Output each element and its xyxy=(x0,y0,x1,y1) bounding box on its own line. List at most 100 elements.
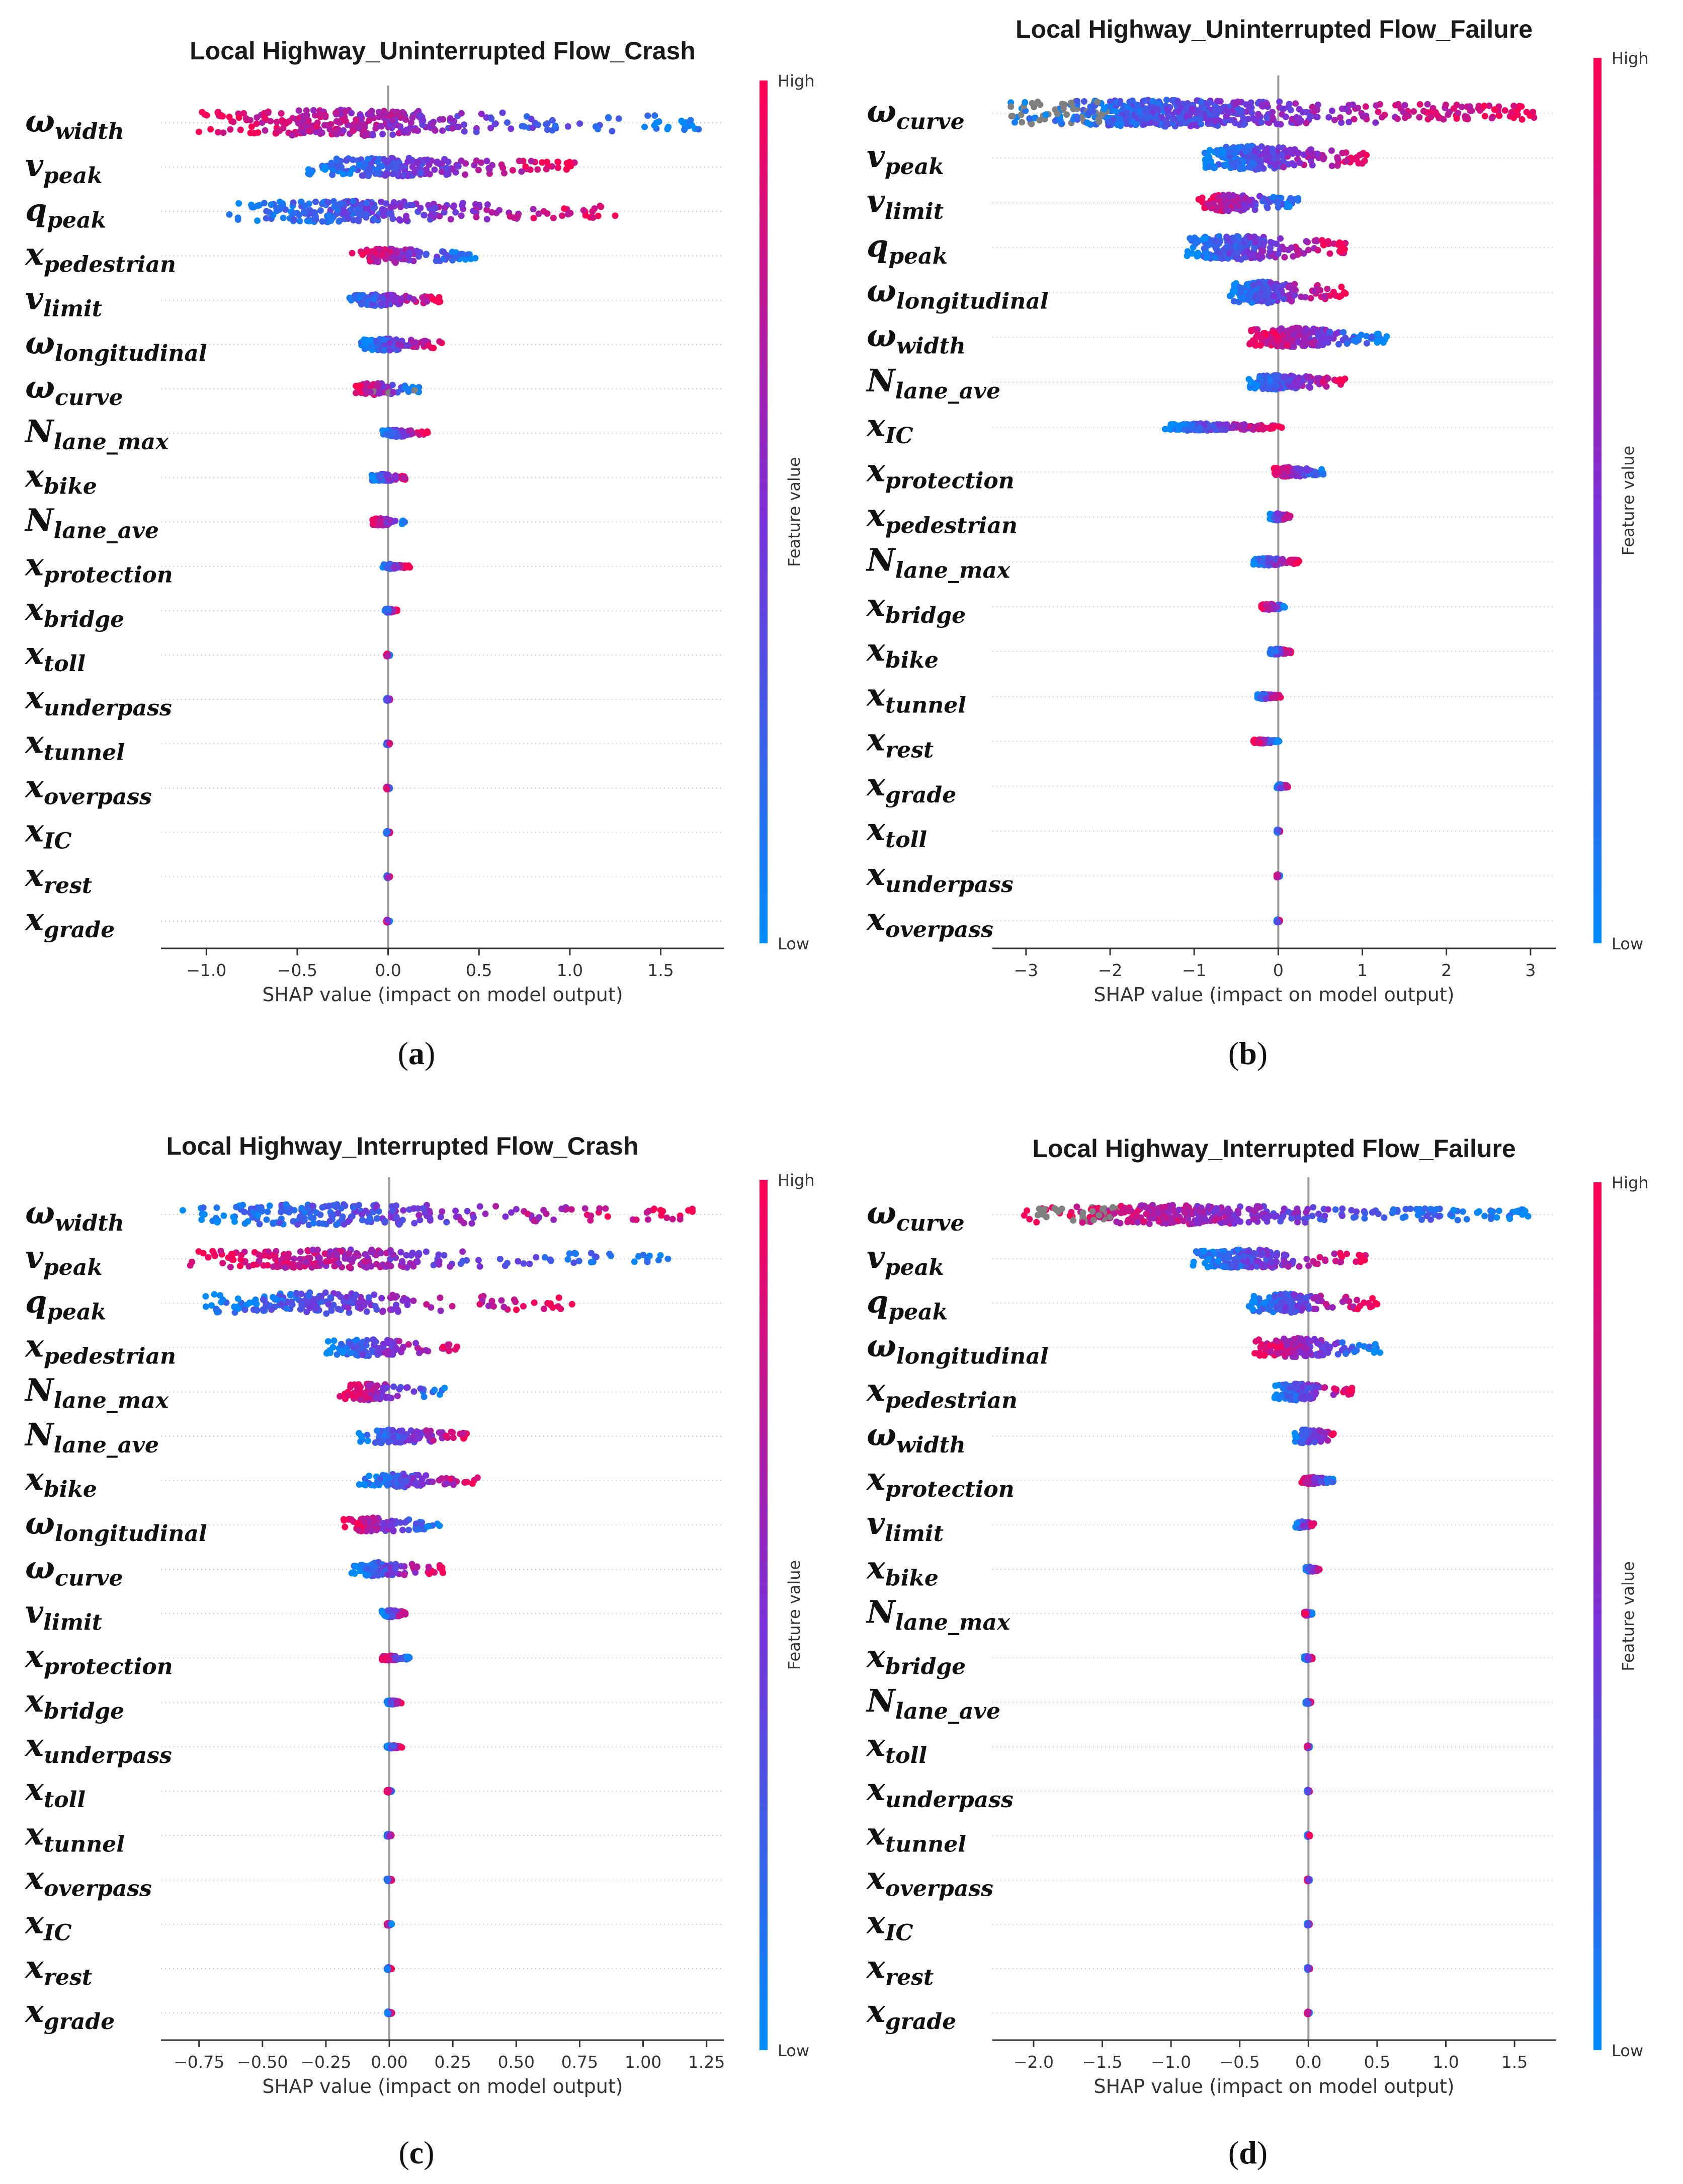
shap-point xyxy=(1481,113,1488,120)
shap-point xyxy=(369,473,376,480)
shap-point xyxy=(1235,159,1242,166)
shap-point xyxy=(1317,287,1324,294)
shap-point xyxy=(467,256,474,262)
shap-point xyxy=(412,127,419,134)
shap-point xyxy=(379,131,386,137)
shap-point xyxy=(1274,604,1281,611)
shap-point xyxy=(1336,376,1343,383)
shap-point xyxy=(1427,114,1435,121)
shap-point xyxy=(1307,384,1313,391)
shap-point xyxy=(1328,107,1335,114)
shap-point xyxy=(1216,197,1223,204)
shap-point xyxy=(1306,113,1313,120)
shap-point xyxy=(1117,122,1124,129)
shap-point xyxy=(1375,338,1382,345)
shap-point xyxy=(356,121,363,128)
shap-point xyxy=(580,207,587,214)
shap-point xyxy=(373,338,380,345)
shap-point xyxy=(417,170,424,177)
shap-point xyxy=(1162,120,1169,127)
shap-point xyxy=(1361,157,1368,165)
shap-point xyxy=(370,204,377,211)
shap-point xyxy=(1212,427,1219,434)
shap-point xyxy=(1211,164,1218,171)
feature-label: xtunnel xyxy=(24,723,125,765)
shap-point xyxy=(419,294,426,301)
shap-point xyxy=(226,113,233,120)
shap-point xyxy=(1195,196,1202,203)
shap-point xyxy=(1458,104,1465,110)
shap-point xyxy=(1330,288,1337,295)
shap-point xyxy=(383,431,390,438)
shap-point xyxy=(1153,120,1160,127)
shap-point xyxy=(1231,288,1238,295)
shap-point xyxy=(426,161,433,168)
shap-point xyxy=(1036,117,1043,124)
shap-point xyxy=(1273,283,1280,290)
chart-title: Local Highway_Uninterrupted Flow_Failure xyxy=(1016,15,1533,43)
colorbar xyxy=(760,80,768,943)
shap-point xyxy=(326,126,333,133)
shap-point xyxy=(443,165,450,172)
shap-point xyxy=(1256,164,1263,171)
shap-point xyxy=(1290,253,1297,260)
feature-label: xunderpass xyxy=(24,679,172,721)
shap-point xyxy=(1182,426,1189,433)
shap-point xyxy=(1221,193,1228,200)
shap-point xyxy=(487,124,494,131)
shap-point xyxy=(1314,114,1321,121)
shap-point xyxy=(1281,516,1288,523)
feature-label: xrest xyxy=(24,857,92,899)
shap-point xyxy=(294,209,300,216)
shap-point xyxy=(384,917,391,924)
shap-point xyxy=(462,171,469,178)
shap-point xyxy=(362,340,369,347)
shap-point xyxy=(1019,119,1026,126)
x-tick-label: 0.5 xyxy=(466,960,492,980)
shap-point xyxy=(1117,100,1124,107)
shap-point xyxy=(1141,97,1148,104)
shap-point xyxy=(1198,111,1205,118)
shap-point xyxy=(555,158,561,166)
shap-point xyxy=(330,198,337,205)
shap-point xyxy=(1342,149,1350,156)
panel-label: (a) xyxy=(398,1035,436,1071)
shap-point xyxy=(417,112,424,119)
shap-point xyxy=(384,652,391,659)
shap-point xyxy=(360,164,367,171)
shap-point xyxy=(408,338,415,345)
shap-point xyxy=(303,112,310,119)
shap-point xyxy=(1270,292,1277,299)
shap-point xyxy=(1383,333,1390,340)
shap-point xyxy=(1255,157,1263,164)
shap-point xyxy=(1276,98,1283,105)
shap-point xyxy=(540,208,547,215)
shap-point xyxy=(1234,250,1240,257)
shap-point xyxy=(1259,385,1267,392)
shap-point xyxy=(1254,290,1261,297)
shap-point xyxy=(1303,238,1310,245)
shap-point xyxy=(1074,98,1081,105)
shap-point xyxy=(475,167,482,174)
shap-point xyxy=(253,120,260,127)
shap-point xyxy=(1325,238,1331,245)
shap-point xyxy=(1212,254,1218,261)
shap-point xyxy=(388,291,395,298)
shap-point xyxy=(589,208,596,215)
shap-point xyxy=(1231,281,1238,288)
shap-point xyxy=(1060,105,1067,112)
shap-point xyxy=(1167,421,1174,428)
shap-point xyxy=(376,246,383,253)
shap-point xyxy=(1275,827,1282,834)
shap-point xyxy=(1270,194,1277,201)
shap-point xyxy=(1442,101,1449,108)
shap-point xyxy=(1501,107,1508,114)
shap-point xyxy=(385,606,392,613)
feature-label: ωlongitudinal xyxy=(25,325,207,366)
shap-point xyxy=(605,114,612,121)
shap-point xyxy=(379,163,385,170)
shap-point xyxy=(1242,148,1249,155)
shap-point xyxy=(1129,118,1136,125)
shap-point xyxy=(1416,101,1423,108)
shap-point xyxy=(1106,118,1113,125)
